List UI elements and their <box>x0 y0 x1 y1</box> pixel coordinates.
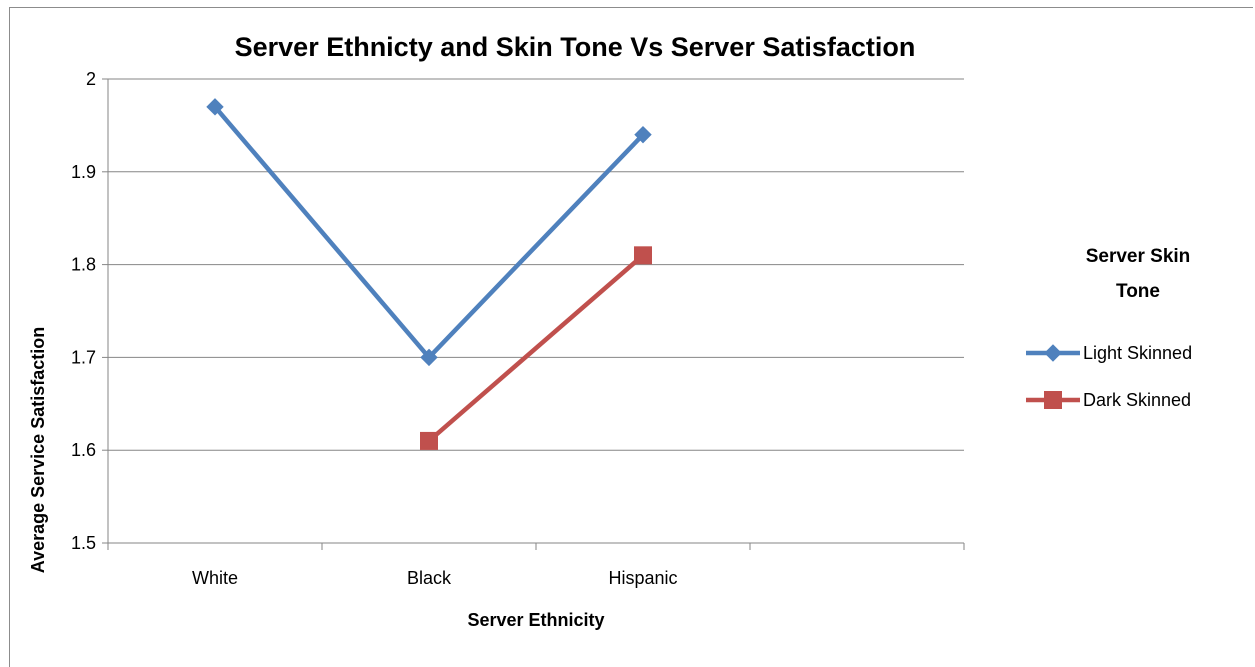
series-dark-skinned <box>420 246 652 450</box>
x-tick-label: Hispanic <box>608 568 677 588</box>
legend-items: Light Skinned Dark Skinned <box>1026 343 1192 410</box>
y-tick-label: 2 <box>86 69 96 89</box>
data-point <box>634 125 652 144</box>
data-point <box>634 246 652 265</box>
y-axis-title: Average Service Satisfaction <box>28 327 48 573</box>
series-light-skinned <box>206 98 652 367</box>
x-axis-title: Server Ethnicity <box>467 610 604 630</box>
y-tick-label: 1.7 <box>71 347 96 367</box>
x-tick-label: Black <box>407 568 452 588</box>
chart-frame <box>9 7 1253 667</box>
y-tick-label: 1.6 <box>71 440 96 460</box>
gridlines <box>108 78 964 451</box>
legend-label: Light Skinned <box>1083 343 1192 363</box>
legend-swatch-marker <box>1044 344 1062 362</box>
y-tick-label: 1.5 <box>71 533 96 553</box>
legend: Server Skin Tone Light Skinned Dark Skinn… <box>1026 246 1192 410</box>
data-point <box>206 98 224 116</box>
legend-title-line-2: Tone <box>1116 281 1160 302</box>
axes: 1.5 1.6 1.7 1.8 1.9 2 White Black Hispanic <box>71 69 965 588</box>
legend-swatch-marker <box>1044 391 1062 409</box>
legend-item: Light Skinned <box>1026 343 1192 363</box>
legend-item: Dark Skinned <box>1026 390 1191 410</box>
series <box>206 98 652 450</box>
data-point <box>420 348 438 367</box>
series-line <box>213 105 645 360</box>
legend-label: Dark Skinned <box>1083 390 1191 410</box>
y-tick-label: 1.8 <box>71 255 96 275</box>
data-point <box>420 431 438 450</box>
chart-title: Server Ethnicty and Skin Tone Vs Server … <box>235 32 916 62</box>
legend-title-line-1: Server Skin <box>1086 246 1191 267</box>
series-line <box>427 253 645 443</box>
x-tick-label: White <box>192 568 238 588</box>
y-tick-label: 1.9 <box>71 162 96 182</box>
